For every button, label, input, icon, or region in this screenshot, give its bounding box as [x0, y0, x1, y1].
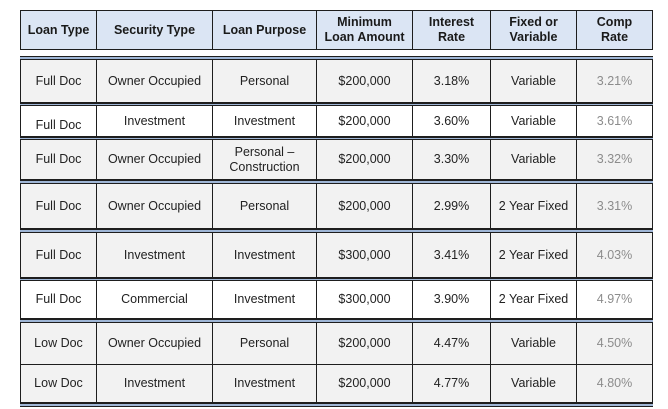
cell-minimum-loan-amount: $300,000 — [316, 233, 412, 277]
header-interest-line2: Rate — [437, 30, 466, 44]
cell-loan-type: Low Doc — [20, 323, 96, 364]
header-minimum-line1: Minimum — [337, 15, 392, 29]
table-row: Full Doc Owner Occupied Personal $200,00… — [20, 184, 653, 229]
cell-fixed-or-variable: Variable — [490, 60, 576, 102]
header-comp-line2: Rate — [600, 30, 629, 44]
cell-loan-type: Full Doc — [20, 60, 96, 102]
cell-interest-rate: 3.41% — [412, 233, 490, 277]
cell-comp-rate: 3.31% — [576, 184, 653, 228]
table-row: Low Doc Owner Occupied Personal $200,000… — [20, 323, 653, 365]
header-comp-line1: Comp — [596, 15, 633, 29]
cell-loan-purpose-line2: Construction — [229, 159, 300, 174]
table-row: Low Doc Investment Investment $200,000 4… — [20, 365, 653, 403]
header-fixed-or-variable: Fixed or Variable — [490, 11, 576, 49]
cell-minimum-loan-amount: $200,000 — [316, 184, 412, 228]
header-interest-line1: Interest — [428, 15, 475, 29]
cell-comp-rate: 4.97% — [576, 281, 653, 318]
cell-interest-rate: 3.90% — [412, 281, 490, 318]
cell-minimum-loan-amount: $200,000 — [316, 323, 412, 364]
header-fixed-line2: Variable — [509, 30, 558, 44]
cell-fixed-or-variable: Variable — [490, 106, 576, 136]
cell-interest-rate: 2.99% — [412, 184, 490, 228]
cell-security-type: Owner Occupied — [96, 60, 212, 102]
cell-security-type: Investment — [96, 106, 212, 136]
cell-fixed-or-variable: Variable — [490, 323, 576, 364]
header-minimum-line2: Loan Amount — [324, 30, 405, 44]
cell-loan-purpose: Personal – Construction — [212, 140, 316, 179]
row-separator — [20, 278, 653, 281]
table-row: Full Doc Investment Investment $300,000 … — [20, 233, 653, 278]
table-row: Full Doc Investment Investment $200,000 … — [20, 106, 653, 137]
table-header: Loan Type Security Type Loan Purpose Min… — [20, 10, 653, 50]
cell-loan-type: Low Doc — [20, 365, 96, 402]
cell-loan-purpose: Personal — [212, 60, 316, 102]
cell-security-type: Commercial — [96, 281, 212, 318]
row-separator — [20, 319, 653, 323]
cell-loan-purpose: Investment — [212, 365, 316, 402]
cell-comp-rate: 3.32% — [576, 140, 653, 179]
cell-loan-purpose: Personal — [212, 323, 316, 364]
header-fixed-line1: Fixed or — [509, 15, 558, 29]
cell-loan-type: Full Doc — [20, 184, 96, 228]
cell-loan-type: Full Doc — [20, 233, 96, 277]
cell-loan-type: Full Doc — [20, 106, 96, 136]
cell-loan-purpose: Personal — [212, 184, 316, 228]
cell-fixed-or-variable: Variable — [490, 140, 576, 179]
cell-security-type: Owner Occupied — [96, 184, 212, 228]
header-loan-purpose: Loan Purpose — [212, 11, 316, 49]
cell-security-type: Owner Occupied — [96, 323, 212, 364]
cell-minimum-loan-amount: $200,000 — [316, 60, 412, 102]
cell-loan-type: Full Doc — [20, 281, 96, 318]
cell-interest-rate: 4.47% — [412, 323, 490, 364]
cell-interest-rate: 3.60% — [412, 106, 490, 136]
row-separator — [20, 180, 653, 184]
cell-security-type: Investment — [96, 233, 212, 277]
table-row: Full Doc Commercial Investment $300,000 … — [20, 281, 653, 319]
cell-minimum-loan-amount: $200,000 — [316, 106, 412, 136]
cell-security-type: Owner Occupied — [96, 140, 212, 179]
row-separator — [20, 229, 653, 233]
cell-comp-rate: 4.80% — [576, 365, 653, 402]
cell-fixed-or-variable: Variable — [490, 365, 576, 402]
header-minimum-loan-amount: Minimum Loan Amount — [316, 11, 412, 49]
cell-loan-purpose-line1: Personal – — [234, 144, 295, 159]
cell-minimum-loan-amount: $200,000 — [316, 140, 412, 179]
cell-fixed-or-variable: 2 Year Fixed — [490, 233, 576, 277]
cell-minimum-loan-amount: $200,000 — [316, 365, 412, 402]
header-loan-type: Loan Type — [20, 11, 96, 49]
cell-interest-rate: 4.77% — [412, 365, 490, 402]
header-comp-rate: Comp Rate — [576, 11, 653, 49]
row-separator — [20, 403, 653, 407]
row-separator — [20, 56, 653, 60]
cell-security-type: Investment — [96, 365, 212, 402]
cell-comp-rate: 3.21% — [576, 60, 653, 102]
cell-interest-rate: 3.18% — [412, 60, 490, 102]
row-separator — [20, 103, 653, 106]
cell-comp-rate: 3.61% — [576, 106, 653, 136]
row-separator — [20, 137, 653, 140]
cell-comp-rate: 4.50% — [576, 323, 653, 364]
cell-loan-purpose: Investment — [212, 281, 316, 318]
cell-minimum-loan-amount: $300,000 — [316, 281, 412, 318]
cell-loan-purpose: Investment — [212, 233, 316, 277]
cell-loan-purpose: Investment — [212, 106, 316, 136]
cell-interest-rate: 3.30% — [412, 140, 490, 179]
cell-fixed-or-variable: 2 Year Fixed — [490, 281, 576, 318]
header-interest-rate: Interest Rate — [412, 11, 490, 49]
cell-loan-type: Full Doc — [20, 140, 96, 179]
cell-fixed-or-variable: 2 Year Fixed — [490, 184, 576, 228]
cell-comp-rate: 4.03% — [576, 233, 653, 277]
table-row: Full Doc Owner Occupied Personal $200,00… — [20, 60, 653, 103]
table-row: Full Doc Owner Occupied Personal – Constr… — [20, 140, 653, 180]
header-security-type: Security Type — [96, 11, 212, 49]
